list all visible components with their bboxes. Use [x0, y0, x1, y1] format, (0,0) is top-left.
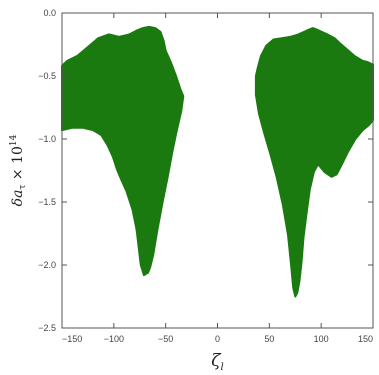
- x-axis-title-main: ζ: [211, 351, 222, 371]
- y-tick-label: 0.0: [43, 8, 56, 18]
- y-tick-label: −1.0: [38, 134, 56, 144]
- y-axis-title-prefix: δa: [10, 190, 26, 207]
- x-tick-label: −50: [158, 334, 173, 344]
- x-tick-label: 150: [358, 334, 373, 344]
- y-axis-title-sub: τ: [18, 185, 28, 190]
- x-tick-label: 100: [314, 334, 329, 344]
- x-axis-title: ζl: [211, 351, 223, 373]
- x-tick-label: 50: [264, 334, 274, 344]
- data-regions: [61, 25, 374, 298]
- x-tick-label: −150: [62, 334, 82, 344]
- y-tick-label: −2.0: [38, 260, 56, 270]
- x-axis-title-sub: l: [221, 362, 224, 373]
- data-region-1: [61, 25, 185, 277]
- y-tick-label: −1.5: [38, 197, 56, 207]
- y-axis-title: δaτ × 1014: [9, 134, 28, 206]
- y-axis-title-sup: 14: [9, 134, 19, 146]
- y-tick-label: −2.5: [38, 323, 56, 333]
- x-tick-label: 0: [215, 334, 220, 344]
- y-axis-ticks: 0.0 −0.5 −1.0 −1.5 −2.0 −2.5: [38, 8, 373, 333]
- x-tick-label: −100: [104, 334, 124, 344]
- y-tick-label: −0.5: [38, 71, 56, 81]
- x-axis-ticks: −150 −100 −50 0 50 100 150: [61, 13, 374, 344]
- y-axis-title-times: × 10: [10, 146, 26, 184]
- data-region-2: [254, 27, 374, 298]
